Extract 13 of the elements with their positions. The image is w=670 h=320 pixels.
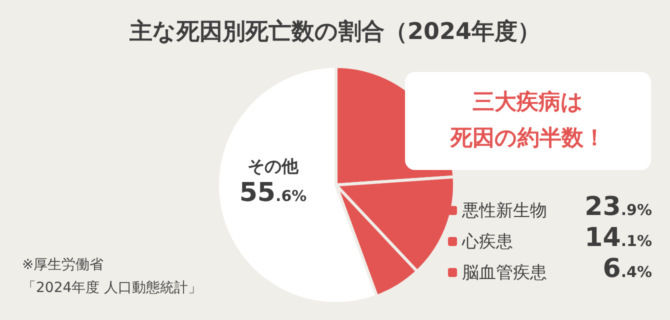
data-label: 6.4% bbox=[602, 254, 652, 284]
legend-label: 悪性新生物 bbox=[462, 200, 547, 222]
data-label: 55.6% bbox=[238, 178, 308, 208]
chart-title: 主な死因別死亡数の割合（2024年度） bbox=[128, 18, 542, 47]
legend-label: 脳血管疾患 bbox=[462, 262, 547, 284]
legend-label: 心疾患 bbox=[462, 231, 513, 253]
text: 「2024年度 人口動態統計」 bbox=[22, 279, 202, 298]
slice-label: その他 bbox=[248, 157, 298, 177]
text: 三大疾病は bbox=[472, 89, 584, 117]
data-label: 23.9% bbox=[584, 192, 652, 222]
text: ※厚生労働省 bbox=[22, 256, 105, 275]
data-label: 14.1% bbox=[584, 223, 652, 253]
text: 死因の約半数！ bbox=[450, 125, 606, 153]
